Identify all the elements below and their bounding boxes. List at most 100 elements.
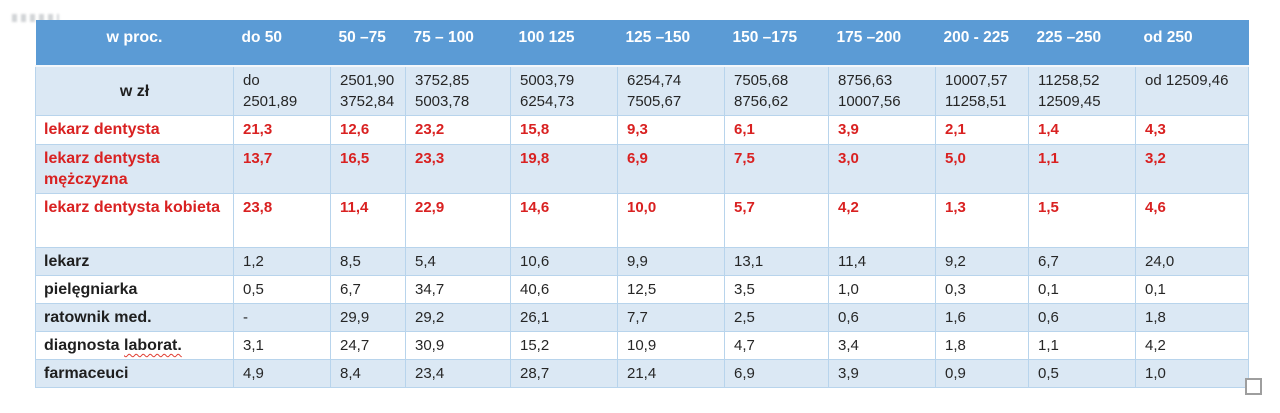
range-line: 2501,89 <box>243 93 298 110</box>
table-cell: 0,6 <box>1028 303 1136 332</box>
table-cell: 3,1 <box>233 331 331 360</box>
table-cell: 0,9 <box>935 359 1029 388</box>
table-header: w proc. do 50 50 –75 75 – 100 100 125 125 –15… <box>35 20 1249 67</box>
column-header: 175 –200 <box>828 20 936 67</box>
table-cell: 15,2 <box>510 331 618 360</box>
table-cell: 0,5 <box>233 275 331 304</box>
table-cell: 0,5 <box>1028 359 1136 388</box>
table-cell: 9,9 <box>617 247 725 276</box>
range-line: 3752,84 <box>340 93 395 110</box>
table-cell: 1,8 <box>1135 303 1249 332</box>
table-cell: 4,2 <box>1135 331 1249 360</box>
table-row: pielęgniarka 0,5 6,7 34,7 40,6 12,5 3,5 1,0 0,3 0… <box>35 275 1249 304</box>
zloty-range-cell: od 12509,46 <box>1135 65 1249 116</box>
unit-header-zloty: w zł <box>35 65 234 116</box>
range-line: 3752,85 <box>415 72 470 89</box>
table-cell: 12,5 <box>617 275 725 304</box>
salary-distribution-table: w proc. do 50 50 –75 75 – 100 100 125 125 –15… <box>35 20 1249 388</box>
range-line: od 12509,46 <box>1145 72 1229 89</box>
row-label: lekarz <box>35 247 234 276</box>
table-cell: 0,1 <box>1135 275 1249 304</box>
table-cell: 21,3 <box>233 115 331 145</box>
table-cell: 0,6 <box>828 303 936 332</box>
range-line: 11258,51 <box>945 93 1007 110</box>
table-cell: 0,1 <box>1028 275 1136 304</box>
range-line: 5003,78 <box>415 93 470 110</box>
column-header: 225 –250 <box>1028 20 1136 67</box>
table-cell: 12,6 <box>330 115 406 145</box>
range-line: 10007,56 <box>838 93 901 110</box>
table-cell: 8,5 <box>330 247 406 276</box>
table-cell: 6,7 <box>330 275 406 304</box>
table-cell: 10,0 <box>617 193 725 248</box>
row-label: pielęgniarka <box>35 275 234 304</box>
table-cell: 1,4 <box>1028 115 1136 145</box>
zloty-range-cell: do 2501,89 <box>233 65 331 116</box>
table-cell: 23,2 <box>405 115 511 145</box>
table-cell: 13,1 <box>724 247 829 276</box>
table-cell: 23,8 <box>233 193 331 248</box>
table-cell: 24,0 <box>1135 247 1249 276</box>
table-resize-handle[interactable] <box>1245 378 1262 395</box>
table-cell: - <box>233 303 331 332</box>
table-cell: 1,5 <box>1028 193 1136 248</box>
table-cell: 1,2 <box>233 247 331 276</box>
table-cell: 21,4 <box>617 359 725 388</box>
table-cell: 24,7 <box>330 331 406 360</box>
table-cell: 29,9 <box>330 303 406 332</box>
range-line: 2501,90 <box>340 72 395 89</box>
column-header: 200 - 225 <box>935 20 1029 67</box>
table-cell: 7,7 <box>617 303 725 332</box>
table-cell: 11,4 <box>828 247 936 276</box>
range-line: 7505,68 <box>734 72 789 89</box>
unit-header-percent: w proc. <box>35 20 234 67</box>
spellcheck-flagged-word: laborat. <box>124 337 182 354</box>
table-cell: 10,9 <box>617 331 725 360</box>
table-cell: 11,4 <box>330 193 406 248</box>
table-cell: 16,5 <box>330 144 406 194</box>
row-label: lekarz dentysta mężczyzna <box>35 144 234 194</box>
table-cell: 1,1 <box>1028 144 1136 194</box>
table-cell: 9,3 <box>617 115 725 145</box>
table-cell: 30,9 <box>405 331 511 360</box>
table-cell: 7,5 <box>724 144 829 194</box>
table-cell: 3,9 <box>828 359 936 388</box>
range-line: 7505,67 <box>627 93 682 110</box>
row-label: lekarz dentysta kobieta <box>35 193 234 248</box>
table-cell: 1,1 <box>1028 331 1136 360</box>
table-cell: 19,8 <box>510 144 618 194</box>
table-cell: 34,7 <box>405 275 511 304</box>
table-cell: 3,5 <box>724 275 829 304</box>
table-cell: 9,2 <box>935 247 1029 276</box>
table-row: farmaceuci 4,9 8,4 23,4 28,7 21,4 6,9 3,9 0,9 0,5… <box>35 359 1249 388</box>
column-header: 125 –150 <box>617 20 725 67</box>
zloty-range-cell: 8756,63 10007,56 <box>828 65 936 116</box>
column-header: 100 125 <box>510 20 618 67</box>
table-row: lekarz 1,2 8,5 5,4 10,6 9,9 13,1 11,4 9,2 6,7 24,0 <box>35 247 1249 276</box>
table-cell: 40,6 <box>510 275 618 304</box>
table-cell: 2,5 <box>724 303 829 332</box>
table-cell: 3,4 <box>828 331 936 360</box>
table-cell: 5,4 <box>405 247 511 276</box>
table-cell: 6,9 <box>617 144 725 194</box>
zloty-range-cell: 5003,79 6254,73 <box>510 65 618 116</box>
table-row: lekarz dentysta mężczyzna 13,7 16,5 23,3 19,… <box>35 144 1249 194</box>
table-move-handle[interactable] <box>12 14 59 22</box>
zloty-range-cell: 7505,68 8756,62 <box>724 65 829 116</box>
table-cell: 10,6 <box>510 247 618 276</box>
table-cell: 1,6 <box>935 303 1029 332</box>
row-label-text: diagnosta <box>44 337 125 354</box>
range-line: 5003,79 <box>520 72 575 89</box>
column-header: do 50 <box>233 20 331 67</box>
table-cell: 5,0 <box>935 144 1029 194</box>
table-row: diagnosta laborat. 3,1 24,7 30,9 15,2 10,9 4,7… <box>35 331 1249 360</box>
table-cell: 22,9 <box>405 193 511 248</box>
zloty-range-cell: 6254,74 7505,67 <box>617 65 725 116</box>
row-label: ratownik med. <box>35 303 234 332</box>
table-cell: 2,1 <box>935 115 1029 145</box>
column-header: 50 –75 <box>330 20 406 67</box>
table-cell: 26,1 <box>510 303 618 332</box>
range-line: 8756,62 <box>734 93 789 110</box>
header-row: w proc. do 50 50 –75 75 – 100 100 125 125 –15… <box>35 20 1249 67</box>
